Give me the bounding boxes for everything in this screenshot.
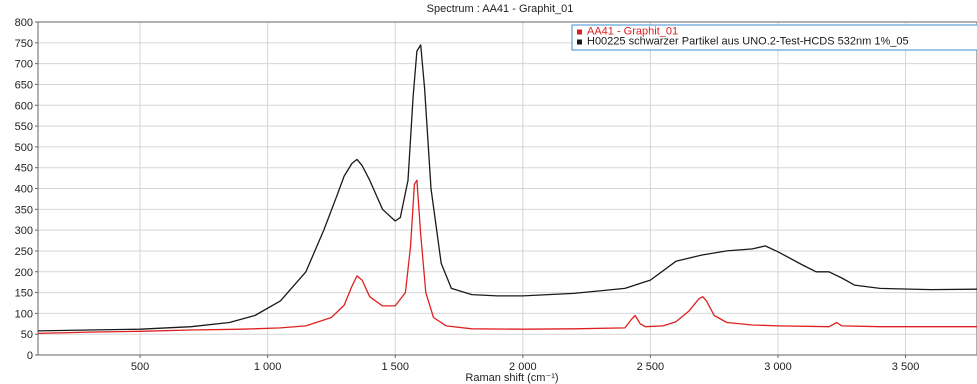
y-tick-label: 150 (15, 288, 33, 300)
x-tick-label: 2 500 (637, 361, 665, 373)
x-tick-label: 3 000 (764, 361, 792, 373)
x-tick-label: 3 500 (892, 361, 920, 373)
y-axis: 0 50 100 150 200 250 300 350 400 450 500 550 600 650 7… (15, 17, 38, 362)
chart-title: Spectrum : AA41 - Graphit_01 (427, 3, 574, 15)
y-tick-label: 0 (27, 350, 33, 362)
y-tick-label: 300 (15, 225, 33, 237)
y-tick-label: 550 (15, 121, 33, 133)
y-tick-label: 200 (15, 267, 33, 279)
series-line-h00225 (38, 44, 977, 332)
x-axis: 500 1 000 1 500 2 000 2 500 3 000 3 500 (131, 355, 919, 373)
x-tick-label: 1 500 (381, 361, 409, 373)
y-tick-label: 100 (15, 308, 33, 320)
series-line-aa41 (38, 179, 977, 335)
x-tick-label: 2 000 (509, 361, 537, 373)
y-tick-label: 750 (15, 38, 33, 50)
y-tick-label: 800 (15, 17, 33, 29)
y-tick-label: 400 (15, 184, 33, 196)
legend-swatch (577, 39, 582, 45)
y-tick-label: 350 (15, 204, 33, 216)
legend-label: H00225 schwarzer Partikel aus UNO.2-Test… (587, 36, 909, 48)
y-tick-label: 450 (15, 163, 33, 175)
legend-label: AA41 - Graphit_01 (587, 26, 678, 38)
grid-lines (38, 21, 977, 355)
legend-box (571, 24, 977, 51)
y-tick-label: 50 (21, 329, 33, 341)
y-tick-label: 700 (15, 59, 33, 71)
y-tick-label: 250 (15, 246, 33, 258)
y-tick-label: 600 (15, 100, 33, 112)
x-tick-label: 1 000 (254, 361, 282, 373)
x-tick-label: 500 (131, 361, 149, 373)
x-axis-label: Raman shift (cm⁻¹) (465, 372, 558, 384)
y-tick-label: 500 (15, 142, 33, 154)
y-tick-label: 650 (15, 79, 33, 91)
legend-swatch (577, 29, 582, 35)
series-lines (38, 44, 977, 335)
